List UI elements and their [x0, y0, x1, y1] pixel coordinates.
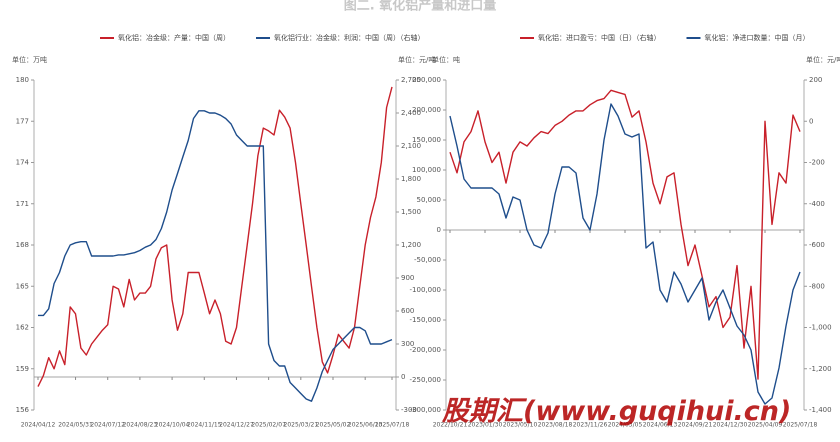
y2-tick-label: -1,200 [809, 365, 832, 373]
x-tick-label: 2024/11/15 [187, 422, 222, 429]
x-tick-label: 2024/12/27 [219, 422, 254, 429]
y-tick-label: 180 [16, 76, 29, 84]
x-tick-label: 2025/07/18 [375, 422, 410, 429]
y-tick-label: 156 [16, 406, 30, 414]
y2-unit-label: 单位：元/吨 [398, 55, 435, 64]
x-tick-label: 2024/12/30 [713, 422, 748, 429]
x-tick-label: 2024/09/21 [678, 422, 713, 429]
x-tick-label: 2025/07/18 [783, 422, 818, 429]
legend-label: 氧化铝：冶金级：产量：中国（周） [118, 33, 230, 42]
y-tick-label: 168 [16, 241, 29, 249]
legend-label: 氧化铝行业：冶金级：利润：中国（周）（右轴） [274, 33, 425, 42]
x-tick-label: 2025/02/07 [251, 422, 286, 429]
x-tick-label: 2023/08/18 [538, 422, 573, 429]
y2-unit-label: 单位：元/吨 [806, 55, 840, 64]
y-tick-label: 171 [16, 200, 29, 208]
x-tick-label: 2022/10/21 [433, 422, 468, 429]
y2-tick-label: 300 [401, 340, 414, 348]
watermark: 股期汇(www.guqihui.cn) [441, 396, 791, 427]
y-tick-label: 174 [16, 159, 30, 167]
series-line [38, 110, 393, 402]
y2-tick-label: -300 [401, 406, 417, 414]
y-tick-label: -150,000 [410, 316, 441, 324]
y-tick-label: 100,000 [412, 166, 441, 174]
y-tick-label: 159 [16, 365, 29, 373]
x-tick-label: 2024/04/12 [21, 422, 56, 429]
y2-tick-label: -1,400 [809, 406, 832, 414]
x-tick-label: 2024/06/13 [643, 422, 678, 429]
y2-tick-label: -400 [809, 200, 825, 208]
y-tick-label: 0 [437, 226, 441, 234]
y2-tick-label: -600 [809, 241, 825, 249]
x-tick-label: 2023/11/26 [573, 422, 608, 429]
y-tick-label: 162 [16, 324, 29, 332]
y-tick-label: 200,000 [412, 106, 441, 114]
y-tick-label: 250,000 [412, 76, 441, 84]
y2-tick-label: 1,200 [401, 241, 421, 249]
page-title: 图二. 氧化铝产量和进口量 [344, 0, 496, 14]
y2-tick-label: 0 [401, 373, 405, 381]
y2-tick-label: 900 [401, 274, 414, 282]
y2-tick-label: 200 [809, 76, 822, 84]
y2-tick-label: 1,800 [401, 175, 421, 183]
x-tick-label: 2023/01/30 [468, 422, 503, 429]
series-line [449, 89, 801, 380]
y-unit-label: 单位：万吨 [12, 55, 47, 64]
legend-label: 氧化铝：净进口数量：中国（月） [705, 33, 810, 42]
y-tick-label: 165 [16, 282, 29, 290]
y-tick-label: 177 [16, 117, 29, 125]
x-tick-label: 2024/08/23 [123, 422, 158, 429]
charts: 氧化铝：冶金级：产量：中国（周） 氧化铝行业：冶金级：利润：中国（周）（右轴） 单位… [12, 33, 840, 429]
x-tick-label: 2025/05/02 [316, 422, 351, 429]
x-tick-label: 2024/07/12 [90, 422, 125, 429]
x-tick-label: 2024/05/31 [58, 422, 93, 429]
y2-tick-label: 2,400 [401, 109, 421, 117]
legend-label: 氧化铝：进口盈亏：中国（日）（右轴） [538, 33, 661, 42]
y-tick-label: -300,000 [410, 406, 441, 414]
y-tick-label: 150,000 [412, 136, 441, 144]
y2-tick-label: 0 [809, 117, 813, 125]
x-tick-label: 2024/10/04 [155, 422, 190, 429]
series-line [449, 103, 801, 405]
y-tick-label: -250,000 [410, 376, 441, 384]
y2-tick-label: 600 [401, 307, 414, 315]
y2-tick-label: 2,100 [401, 142, 421, 150]
series-line [37, 86, 393, 387]
x-tick-label: 2023/05/10 [503, 422, 538, 429]
x-tick-label: 2025/04/09 [748, 422, 783, 429]
y2-tick-label: -800 [809, 282, 825, 290]
y2-tick-label: -1,000 [809, 324, 832, 332]
y2-tick-label: 1,500 [401, 208, 421, 216]
y-tick-label: -100,000 [410, 286, 441, 294]
y2-tick-label: 2,700 [401, 76, 421, 84]
y-tick-label: -50,000 [414, 256, 441, 264]
x-tick-label: 2025/06/13 [348, 422, 383, 429]
y-tick-label: -200,000 [410, 346, 441, 354]
y-unit-label: 单位：吨 [432, 55, 460, 64]
x-tick-label: 2024/03/05 [608, 422, 643, 429]
y-tick-label: 50,000 [417, 196, 442, 204]
x-tick-label: 2025/03/21 [284, 422, 319, 429]
y2-tick-label: -200 [809, 159, 825, 167]
